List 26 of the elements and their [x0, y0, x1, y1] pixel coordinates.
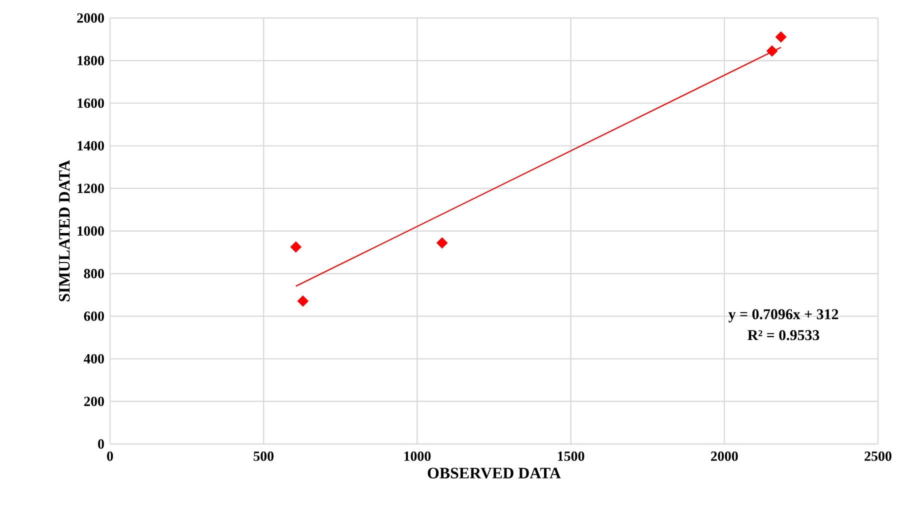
y-tick-label: 1200: [78, 184, 104, 194]
y-tick-label: 1400: [78, 141, 104, 151]
x-tick-label: 1500: [558, 452, 584, 461]
y-tick-label: 800: [84, 268, 104, 278]
x-tick-label: 2500: [864, 452, 892, 461]
y-tick-label: 200: [84, 396, 104, 406]
x-tick-label: 0: [107, 452, 113, 461]
y-tick-label: 1000: [78, 226, 104, 236]
point: [436, 237, 448, 249]
point: [290, 241, 302, 253]
y-tick-label: 1800: [78, 56, 104, 66]
point: [766, 45, 778, 57]
y-tick-label: 400: [84, 354, 104, 364]
x-axis-title: OBSERVED DATA: [428, 468, 561, 479]
x-tick-label: 500: [254, 452, 274, 461]
y-tick-label: 0: [98, 439, 104, 449]
y-tick-label: 1600: [78, 98, 104, 108]
x-tick-label: 2000: [711, 452, 738, 461]
point: [297, 295, 309, 307]
y-axis-title: SIMULATED DATA: [59, 160, 70, 302]
annotation: R² = 0.9533: [748, 330, 820, 340]
x-tick-label: 1000: [404, 452, 431, 461]
point: [775, 31, 787, 43]
annotation: y = 0.7096x + 312: [728, 309, 838, 322]
y-tick-label: 600: [84, 311, 104, 321]
y-tick-label: 2000: [77, 13, 104, 23]
